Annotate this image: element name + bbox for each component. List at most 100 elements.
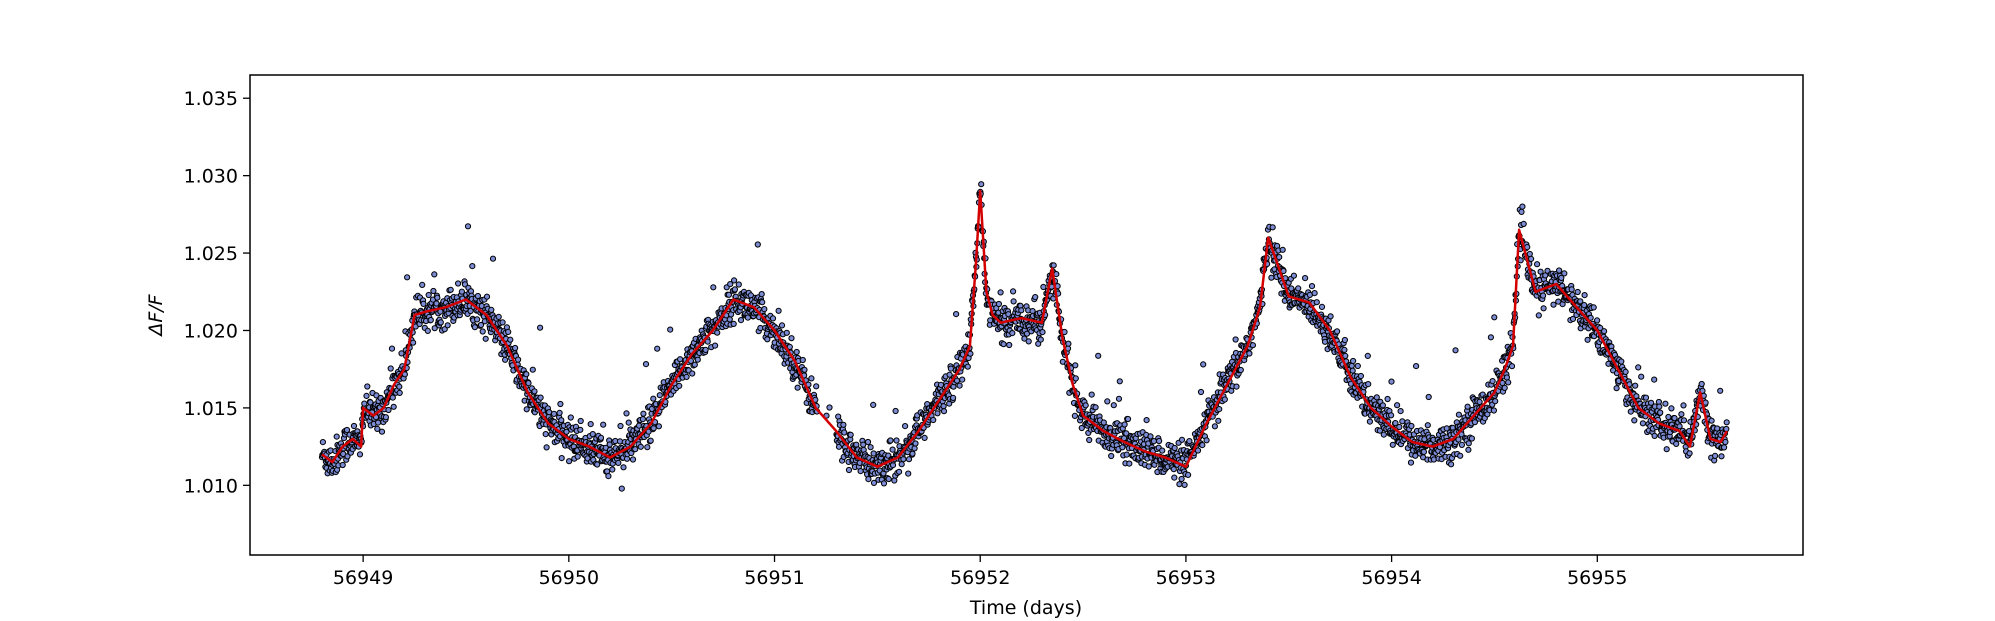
flux-point [339, 461, 346, 469]
flux-point [1678, 411, 1685, 418]
flux-point [1568, 286, 1575, 293]
y-axis: 1.010 1.015 1.020 1.025 1.030 1.035 [184, 88, 250, 497]
flux-point [620, 464, 627, 471]
flux-point [1050, 262, 1057, 269]
y-tick-label: 1.025 [184, 243, 238, 265]
flux-point [730, 320, 737, 327]
flux-point [1487, 334, 1495, 341]
flux-point [1569, 315, 1577, 322]
flux-point [1025, 338, 1032, 345]
flux-point [946, 371, 953, 378]
flux-point [1399, 418, 1406, 425]
flux-point [1147, 433, 1154, 440]
flux-point [689, 370, 696, 377]
flux-point [826, 404, 833, 411]
flux-point [793, 348, 800, 356]
flux-point [667, 326, 674, 333]
flux-point [1698, 380, 1705, 388]
flux-point [1420, 448, 1428, 455]
flux-point [1178, 475, 1185, 483]
flux-point [995, 300, 1003, 308]
flux-point [502, 356, 509, 363]
flux-point [618, 485, 625, 492]
flux-point [959, 376, 966, 383]
flux-point [893, 437, 900, 444]
flux-point [1540, 305, 1547, 312]
x-tick-label: 56950 [539, 567, 599, 589]
flux-point [788, 335, 795, 342]
flux-point [542, 431, 549, 438]
flux-point [558, 455, 565, 462]
flux-point [1311, 290, 1318, 297]
flux-point [1318, 303, 1326, 310]
flux-point [577, 426, 584, 433]
flux-point [1407, 459, 1415, 466]
flux-point [1082, 402, 1089, 409]
flux-point [467, 307, 474, 315]
flux-point [1396, 423, 1403, 431]
flux-point [1639, 420, 1647, 427]
flux-point [758, 291, 765, 298]
flux-point [361, 400, 368, 407]
flux-point [1392, 420, 1399, 427]
flux-point [1718, 453, 1725, 460]
flux-point [1341, 346, 1348, 353]
flux-point [1040, 283, 1047, 291]
flux-point [1656, 403, 1663, 410]
flux-point [1489, 378, 1496, 385]
flux-point [507, 336, 514, 343]
flux-point [396, 389, 403, 396]
flux-point [704, 338, 711, 345]
flux-point [1072, 375, 1079, 382]
flux-point [1216, 406, 1223, 413]
flux-point [921, 434, 928, 441]
flux-point [455, 280, 462, 287]
flux-point [1088, 391, 1095, 398]
flux-point [714, 329, 721, 336]
flux-point [650, 395, 657, 402]
flux-point [1279, 246, 1286, 253]
flux-point [1104, 398, 1111, 405]
flux-point [1032, 294, 1039, 301]
flux-point [1194, 447, 1202, 454]
flux-point [1342, 352, 1349, 359]
flux-point [937, 381, 945, 388]
flux-point [1108, 452, 1115, 460]
flux-point [1365, 381, 1372, 388]
flux-point [799, 356, 806, 364]
flux-point [1632, 382, 1639, 389]
flux-point [860, 441, 867, 448]
flux-point [759, 299, 766, 306]
flux-point [488, 306, 495, 313]
flux-point [1389, 441, 1396, 448]
flux-point [390, 403, 397, 410]
flux-point [499, 319, 506, 326]
y-tick-label: 1.030 [184, 166, 238, 188]
x-tick-label: 56951 [744, 567, 804, 589]
flux-point [1211, 423, 1219, 430]
flux-point [735, 281, 742, 288]
flux-point [420, 300, 427, 307]
flux-point [1601, 328, 1608, 335]
flux-point [1072, 362, 1079, 369]
flux-point [512, 344, 519, 352]
flux-point [1464, 403, 1471, 410]
flux-point [543, 444, 550, 451]
flux-point [1517, 257, 1524, 264]
flux-point [1662, 400, 1669, 407]
flux-point [382, 414, 389, 421]
flux-point [1268, 274, 1275, 281]
flux-point [1203, 437, 1210, 444]
flux-point [775, 307, 782, 314]
flux-point [1171, 444, 1178, 452]
flux-point [1221, 396, 1228, 403]
flux-point [885, 475, 892, 483]
flux-point [640, 410, 647, 417]
x-axis-label: Time (days) [969, 597, 1082, 619]
flux-point [702, 346, 709, 353]
flux-point [515, 356, 522, 363]
flux-point [710, 284, 717, 291]
flux-point [1197, 388, 1205, 396]
flux-point [1642, 394, 1650, 401]
flux-point [1673, 440, 1680, 447]
